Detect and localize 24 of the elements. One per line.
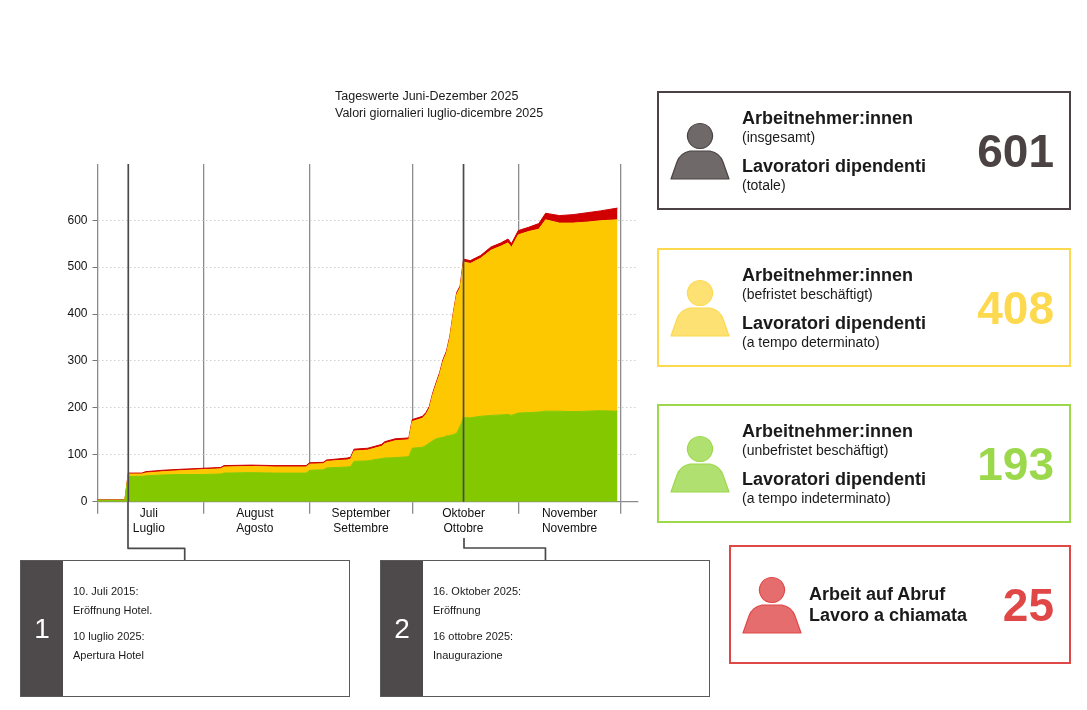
category-label: Arbeitnehmer:innen (unbefristet beschäftigt) Lavoratori dipendenti (a tempo indeterminato) — [742, 421, 927, 506]
chart-subtitle: Valori giornalieri luglio-dicembre 2025 — [335, 106, 544, 120]
y-tick-label: 100 — [67, 447, 88, 462]
y-tick-label: 600 — [67, 212, 88, 227]
data-label: 193 — [977, 436, 1054, 491]
x-tick-label: Juli Luglio — [132, 506, 166, 535]
chart-title: Tageswerte Juni-Dezember 2025 — [335, 89, 519, 103]
note-box: 1 10. Juli 2015: Eröffnung Hotel. 10 luglio 2025: Apertura Hotel — [20, 560, 350, 697]
note-box: 2 16. Oktober 2025: Eröffnung 16 ottobre 2025: Inaugurazione — [380, 560, 710, 697]
x-tick-label: August Agosto — [236, 506, 275, 535]
category-label: Arbeit auf Abruf Lavoro a chiamata — [809, 583, 968, 626]
y-tick-label: 300 — [67, 353, 88, 368]
y-tick-label: 200 — [67, 400, 88, 415]
category-label: Arbeitnehmer:innen (insgesamt) Lavoratori dipendenti (totale) — [742, 108, 927, 193]
data-label: 601 — [977, 123, 1054, 178]
y-tick-label: 400 — [67, 306, 88, 321]
y-tick-label: 500 — [67, 259, 88, 274]
x-tick-label: September Settembre — [331, 506, 391, 535]
y-tick-label: 0 — [80, 494, 88, 509]
data-label: 408 — [977, 280, 1054, 335]
data-label: 25 — [1002, 577, 1054, 632]
category-label: Arbeitnehmer:innen (befristet beschäftigt) Lavoratori dipendenti (a tempo determinato) — [742, 265, 927, 350]
x-tick-label: Oktober Ottobre — [442, 506, 485, 535]
x-tick-label: November Novembre — [541, 506, 598, 535]
